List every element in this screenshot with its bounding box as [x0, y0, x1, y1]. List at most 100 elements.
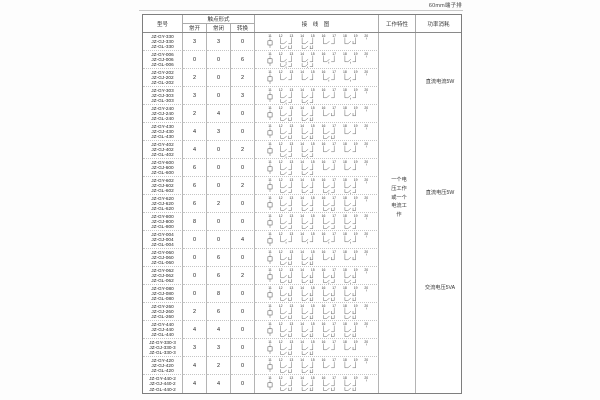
svg-text:13: 13	[290, 159, 294, 163]
model-number: JZ-GY-303	[151, 87, 174, 93]
model-number: JZ-GY-240	[151, 105, 174, 111]
no-count-cell: 8	[183, 213, 207, 231]
co-count-cell: 0	[231, 375, 255, 393]
svg-text:15: 15	[311, 195, 315, 199]
model-number: JZ-GL-330-3	[149, 350, 176, 356]
wiring-diagram: 11 12 13 14 15 16 17 18 19 20	[267, 339, 368, 355]
svg-text:17: 17	[332, 87, 336, 91]
svg-text:17: 17	[332, 267, 336, 271]
svg-text:17: 17	[332, 177, 336, 181]
svg-text:12: 12	[279, 267, 283, 271]
no-count-cell: 6	[183, 177, 207, 195]
svg-text:11: 11	[268, 376, 272, 380]
svg-text:17: 17	[332, 249, 336, 253]
no-count-cell: 6	[183, 159, 207, 177]
model-number: JZ-GJ-060	[151, 254, 174, 260]
svg-text:20: 20	[364, 249, 368, 253]
svg-text:19: 19	[354, 141, 358, 145]
svg-text:11: 11	[268, 51, 272, 55]
model-number: JZ-GL-402	[151, 152, 174, 158]
svg-text:19: 19	[354, 69, 358, 73]
nc-count-cell: 0	[207, 51, 231, 69]
power-consumption-cell	[416, 105, 461, 123]
model-number: JZ-GL-800	[151, 224, 174, 230]
svg-text:14: 14	[300, 123, 304, 127]
model-number: JZ-GL-440-2	[149, 386, 176, 392]
co-count-cell: 2	[231, 69, 255, 87]
model-number: JZ-GY-060	[151, 249, 174, 255]
nc-count-cell: 6	[207, 249, 231, 267]
model-number: JZ-GL-240	[151, 116, 174, 122]
wiring-diagram: 11 12 13 14 15 16 17 18 19 20	[267, 177, 368, 194]
svg-text:12: 12	[279, 51, 283, 55]
svg-text:13: 13	[290, 357, 294, 361]
svg-text:16: 16	[322, 303, 326, 307]
power-consumption-cell	[416, 195, 461, 213]
svg-text:20: 20	[364, 51, 368, 55]
svg-text:15: 15	[311, 339, 315, 343]
no-count-cell: 3	[183, 33, 207, 51]
svg-text:18: 18	[343, 51, 347, 55]
power-consumption-cell	[416, 231, 461, 249]
model-number: JZ-GL-330	[151, 44, 174, 50]
nc-count-cell: 0	[207, 159, 231, 177]
model-cell: JZ-GY-260 JZ-GJ-260 JZ-GL-260	[143, 303, 183, 321]
svg-text:19: 19	[354, 195, 358, 199]
model-cell: JZ-GY-303 JZ-GJ-303 JZ-GL-303	[143, 87, 183, 105]
svg-text:14: 14	[300, 141, 304, 145]
no-count-cell: 0	[183, 231, 207, 249]
model-number: JZ-GY-440	[151, 321, 174, 327]
nc-count-cell: 3	[207, 123, 231, 141]
nc-count-cell: 0	[207, 87, 231, 105]
work-characteristic-cell	[379, 339, 416, 357]
svg-text:13: 13	[290, 376, 294, 380]
model-number: JZ-GY-260	[151, 303, 174, 309]
model-number: JZ-GL-420	[151, 368, 174, 374]
svg-text:19: 19	[354, 177, 358, 181]
svg-text:13: 13	[290, 195, 294, 199]
svg-text:16: 16	[322, 141, 326, 145]
co-count-cell: 0	[231, 249, 255, 267]
model-cell: JZ-GY-402 JZ-GJ-402 JZ-GL-402	[143, 141, 183, 159]
svg-text:13: 13	[290, 231, 294, 235]
no-count-cell: 2	[183, 105, 207, 123]
co-count-cell: 3	[231, 87, 255, 105]
svg-text:15: 15	[311, 87, 315, 91]
wiring-diagram-cell: 11 12 13 14 15 16 17 18 19 20	[255, 105, 379, 123]
svg-text:19: 19	[354, 339, 358, 343]
svg-text:14: 14	[300, 339, 304, 343]
wiring-diagram: 11 12 13 14 15 16 17 18 19 20	[267, 33, 368, 49]
top-rule	[139, 10, 463, 11]
model-number: JZ-GL-600	[151, 170, 174, 176]
work-characteristic-cell	[379, 249, 416, 267]
model-number: JZ-GY-062	[151, 267, 174, 273]
no-count-cell: 2	[183, 303, 207, 321]
work-characteristic-cell	[379, 267, 416, 285]
svg-text:13: 13	[290, 321, 294, 325]
svg-text:15: 15	[311, 69, 315, 73]
svg-text:18: 18	[343, 339, 347, 343]
model-number: JZ-GJ-402	[151, 146, 174, 152]
svg-text:11: 11	[268, 87, 272, 91]
model-number: JZ-GY-330-3	[149, 339, 176, 345]
svg-text:14: 14	[300, 105, 304, 109]
power-consumption-cell	[416, 123, 461, 141]
no-count-cell: 4	[183, 357, 207, 375]
svg-text:15: 15	[311, 249, 315, 253]
svg-text:12: 12	[279, 105, 283, 109]
svg-text:15: 15	[311, 141, 315, 145]
svg-text:20: 20	[364, 231, 368, 235]
svg-text:12: 12	[279, 195, 283, 199]
power-consumption-cell	[416, 159, 461, 177]
no-count-cell: 4	[183, 375, 207, 393]
svg-text:17: 17	[332, 376, 336, 380]
svg-text:16: 16	[322, 231, 326, 235]
model-cell: JZ-GY-600 JZ-GJ-600 JZ-GL-600	[143, 159, 183, 177]
svg-text:14: 14	[300, 177, 304, 181]
svg-text:17: 17	[332, 231, 336, 235]
svg-text:14: 14	[300, 231, 304, 235]
power-note-ac-voltage: 交流电压5VA	[424, 285, 456, 291]
model-number: JZ-GJ-440-2	[149, 381, 176, 387]
svg-text:11: 11	[268, 141, 272, 145]
